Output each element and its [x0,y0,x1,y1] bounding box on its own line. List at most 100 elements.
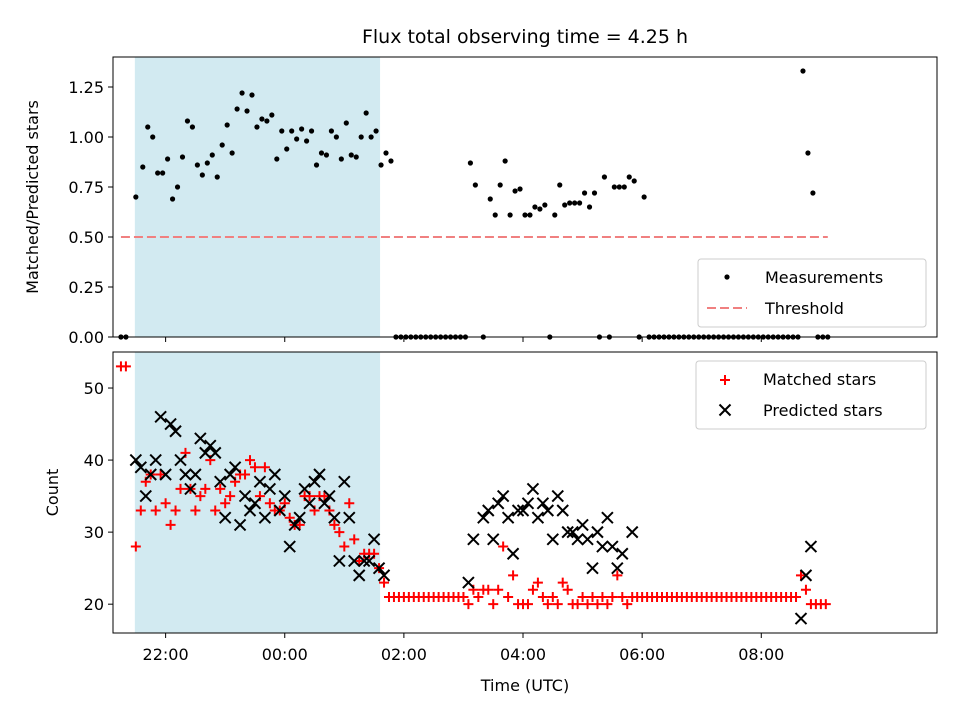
measurement-point [641,194,647,200]
matched-star-point [587,591,598,602]
measurement-point [586,204,593,210]
measurement-point [145,124,151,130]
measurement-point [577,200,583,206]
predicted-star-point [134,461,148,474]
matched-star-point [547,591,558,602]
predicted-star-point [462,576,475,589]
matched-star-point [800,584,811,595]
predicted-star-point [581,533,594,546]
predicted-star-point [129,453,143,467]
measurement-point [348,152,354,158]
predicted-star-point [804,540,818,553]
matched-star-point [795,570,806,581]
predicted-star-point [248,497,262,510]
predicted-star-point [293,511,306,524]
matched-star-point [130,541,141,552]
matched-star-point [582,599,593,610]
measurement-point [199,172,205,178]
measurement-point [353,154,359,160]
measurement-point [189,124,196,130]
x-tick-label: 08:00 [738,645,784,664]
matched-star-point [210,505,221,516]
measurement-point [616,184,622,190]
matched-star-point [508,570,519,581]
matched-star-point [329,519,340,530]
predicted-star-point [561,525,574,539]
predicted-star-point [164,417,177,431]
x-tick-label: 00:00 [262,645,308,664]
predicted-star-point [496,489,510,503]
predicted-star-point [263,482,277,496]
measurement-point [333,134,339,140]
predicted-star-point [521,497,535,510]
matched-star-point [200,483,211,494]
measurement-point [318,150,325,156]
measurement-point [323,152,330,158]
y-tick-label: 0.00 [68,328,104,347]
predicted-star-point [477,511,490,524]
chart-title: Flux total observing time = 4.25 h [362,26,688,48]
matched-star-point [572,599,583,610]
matched-star-point [339,541,350,552]
top-panel: 0.00 0.25 0.50 0.75 1.00 1.25 Matched/Predicte… [23,56,938,347]
x-tick-label: 06:00 [619,645,665,664]
predicted-star-point [626,525,639,539]
predicted-star-point [318,497,331,510]
predicted-star-point [601,511,614,524]
predicted-star-point [536,497,550,510]
matched-star-point [344,498,355,509]
predicted-star-point [278,489,291,503]
y-tick-label: 50 [84,379,104,398]
predicted-star-point [372,561,386,575]
measurement-point [254,124,260,130]
measurement-point [557,182,563,188]
measurement-point [512,188,518,194]
predicted-star-point [531,511,545,524]
measurement-point [155,170,161,176]
matched-star-point [498,541,509,552]
predicted-star-point [199,446,212,460]
measurement-point [497,182,503,188]
predicted-star-point [546,533,560,546]
x-tick-label: 04:00 [500,645,546,664]
predicted-star-point [243,504,257,517]
predicted-star-point [571,533,584,546]
measurement-point [160,170,166,176]
predicted-star-point [258,511,272,524]
matched-star-point [225,491,236,502]
matched-star-point [607,591,618,602]
measurement-point [279,128,285,134]
predicted-star-point [352,569,366,582]
legend-matched-label: Matched stars [763,370,876,389]
measurement-point [165,156,171,162]
matched-star-point [264,498,275,509]
legend-predicted-label: Predicted stars [763,401,883,420]
measurement-point [492,212,498,218]
measurement-point [174,184,181,190]
measurement-point [472,182,478,188]
measurement-point [303,138,310,144]
x-tick-label: 02:00 [381,645,427,664]
predicted-star-point [298,482,311,496]
legend-matched-marker [720,375,730,385]
measurement-point [562,202,568,208]
measurement-point [249,92,255,98]
measurement-point [532,204,538,210]
x-axis-label: Time (UTC) [480,676,569,695]
predicted-star-point [323,489,336,503]
matched-star-point [160,498,171,509]
predicted-star-point [328,511,341,524]
predicted-star-point [174,453,187,467]
matched-star-point [354,555,365,566]
measurement-point [542,202,548,208]
measurement-point [800,68,806,74]
matched-star-point [458,591,469,602]
measurement-point [373,128,379,134]
measurement-point [150,134,156,140]
legend-measurements-label: Measurements [765,268,883,287]
measurement-point [358,134,364,140]
measurement-point [537,206,543,212]
measurement-point [133,194,139,200]
y-tick-label: 1.25 [68,78,104,97]
